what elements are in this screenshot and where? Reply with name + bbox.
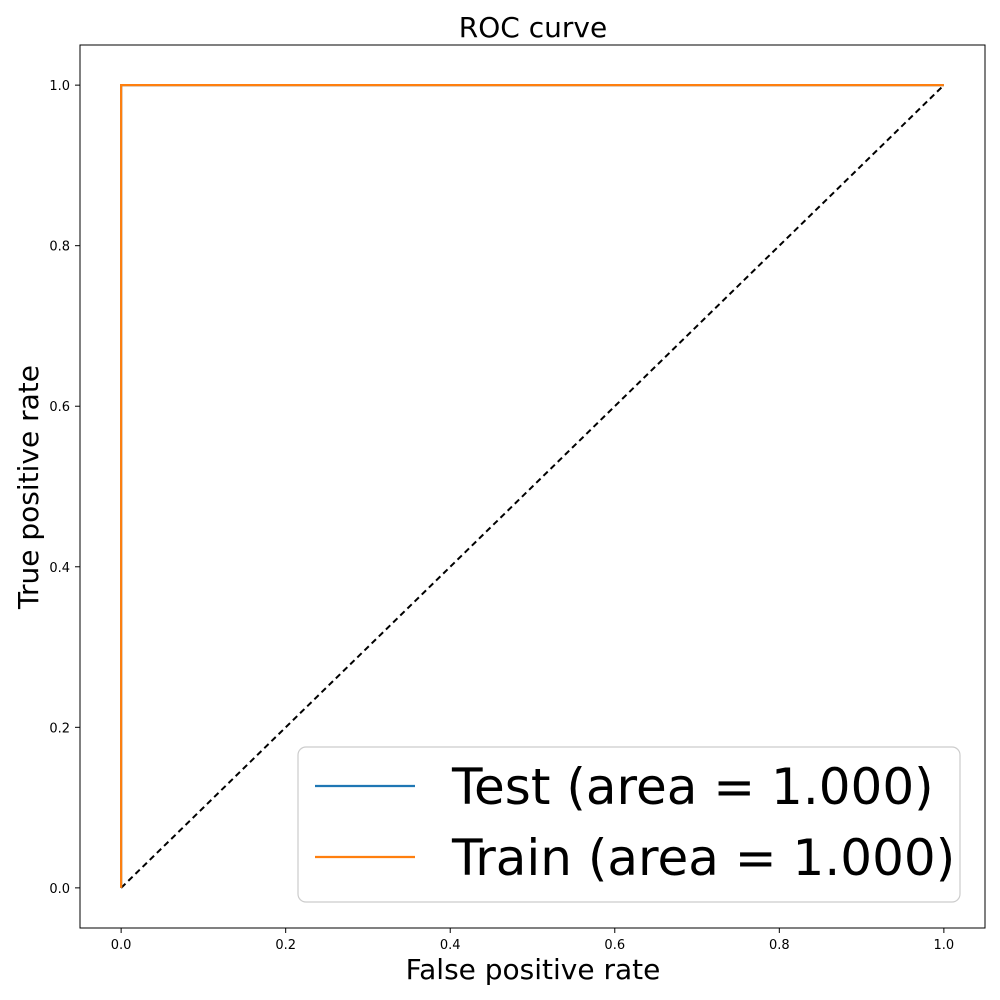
y-tick-label: 0.4 bbox=[49, 561, 70, 576]
series-line-train bbox=[120, 84, 944, 888]
x-tick-label: 0.0 bbox=[111, 938, 132, 953]
x-tick-label: 1.0 bbox=[934, 938, 955, 953]
y-tick-label: 0.6 bbox=[49, 400, 70, 415]
x-axis-label: False positive rate bbox=[406, 953, 661, 986]
legend: Test (area = 1.000) Train (area = 1.000) bbox=[297, 746, 961, 903]
y-tick-label: 0.2 bbox=[49, 721, 70, 736]
legend-box bbox=[297, 746, 961, 903]
y-tick-label: 1.0 bbox=[49, 79, 70, 94]
axes-frame bbox=[79, 44, 986, 929]
plot-area: 0.0 0.2 0.4 0.6 0.8 1.0 0.0 0.2 0.4 0.6 0.8 1.0 bbox=[49, 44, 986, 953]
x-tick-label: 0.4 bbox=[440, 938, 461, 953]
legend-label-train: Train (area = 1.000) bbox=[451, 829, 955, 887]
y-axis-label: True positive rate bbox=[12, 365, 45, 610]
x-tick-label: 0.6 bbox=[604, 938, 625, 953]
x-tick-label: 0.8 bbox=[769, 938, 790, 953]
y-tick-label: 0.8 bbox=[49, 240, 70, 255]
reference-diagonal-line bbox=[120, 84, 945, 889]
x-tick-label: 0.2 bbox=[275, 938, 296, 953]
chart-title: ROC curve bbox=[459, 11, 607, 44]
y-tick-label: 0.0 bbox=[49, 882, 70, 897]
legend-label-test: Test (area = 1.000) bbox=[451, 758, 934, 816]
